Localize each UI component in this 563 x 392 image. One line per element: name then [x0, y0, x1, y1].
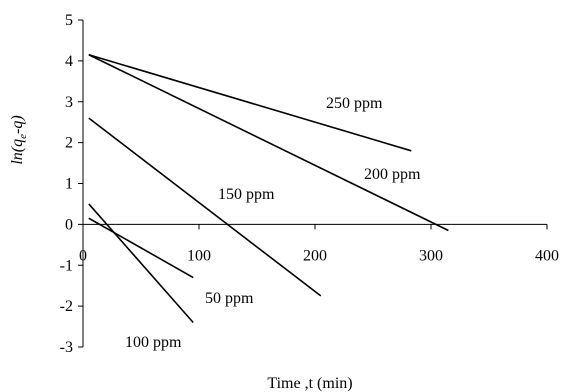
y-tick-label: 5 [65, 12, 73, 29]
y-tick-label: 3 [65, 94, 73, 111]
x-tick-label: 400 [535, 247, 559, 264]
series-line-250-ppm [88, 53, 412, 152]
series-lines [88, 53, 449, 324]
y-tick-label: -1 [60, 257, 73, 274]
x-tick-label: 300 [419, 247, 443, 264]
x-tick-label: 200 [303, 247, 327, 264]
svg-text:ln(qe-q): ln(qe-q) [9, 115, 29, 164]
y-tick-label: 2 [65, 135, 73, 152]
x-tick-label: 100 [187, 247, 211, 264]
series-line-150-ppm [88, 117, 322, 297]
series-label-150-ppm: 150 ppm [218, 186, 275, 203]
series-label-100-ppm: 100 ppm [125, 334, 182, 351]
series-line-100-ppm [88, 203, 194, 324]
y-tick-label: -3 [60, 339, 73, 356]
series-label-250-ppm: 250 ppm [326, 95, 383, 112]
series-labels: 250 ppm 200 ppm 150 ppm 100 ppm 50 ppm [125, 95, 421, 351]
series-label-200-ppm: 200 ppm [364, 166, 421, 183]
y-tick-label: -2 [60, 298, 73, 315]
y-tick-label: 0 [65, 216, 73, 233]
series-label-50-ppm: 50 ppm [205, 290, 254, 307]
series-line-200-ppm [88, 54, 449, 232]
x-tick-label: 0 [79, 247, 87, 264]
axes: -3 -2 -1 0 1 2 3 4 5 0 100 200 300 400 [60, 12, 559, 356]
y-tick-label: 4 [65, 53, 73, 70]
y-axis-title: ln(qe-q) [9, 115, 29, 164]
y-tick-label: 1 [65, 176, 73, 193]
x-axis-title: Time ,t (min) [267, 375, 352, 392]
series-line-50-ppm [88, 217, 194, 279]
